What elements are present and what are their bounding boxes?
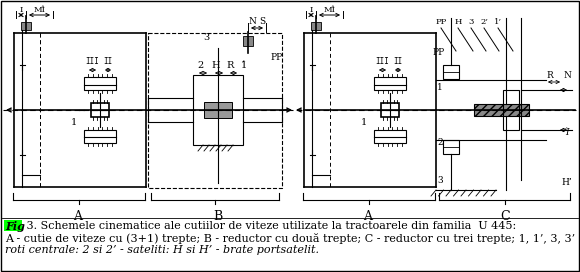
Text: 3: 3 bbox=[203, 33, 209, 42]
Bar bbox=[311, 22, 321, 30]
Text: A: A bbox=[74, 210, 82, 223]
Text: N: N bbox=[563, 71, 571, 80]
Text: roti centrale: 2 si 2’ - sateliti: H si H’ - brate portsatelit.: roti centrale: 2 si 2’ - sateliti: H si … bbox=[5, 245, 319, 255]
Text: A: A bbox=[364, 210, 372, 223]
Text: 2: 2 bbox=[197, 61, 203, 70]
Bar bbox=[381, 103, 399, 117]
Text: III: III bbox=[85, 57, 99, 66]
Bar bbox=[443, 65, 459, 79]
Text: II: II bbox=[103, 57, 113, 66]
Text: 1’: 1’ bbox=[494, 18, 502, 26]
Text: 3: 3 bbox=[468, 18, 474, 26]
Text: Fig: Fig bbox=[5, 221, 25, 231]
Bar bbox=[21, 22, 31, 30]
Text: H: H bbox=[454, 18, 462, 26]
Text: 1: 1 bbox=[437, 83, 443, 92]
Text: 1̂: 1̂ bbox=[241, 61, 247, 70]
Bar bbox=[473, 104, 528, 116]
Text: H’: H’ bbox=[561, 178, 572, 187]
Text: 1: 1 bbox=[361, 118, 367, 127]
Bar bbox=[243, 36, 253, 46]
Text: PP: PP bbox=[436, 18, 447, 26]
Text: II: II bbox=[393, 57, 403, 66]
Text: B: B bbox=[213, 210, 222, 223]
Text: R: R bbox=[546, 71, 553, 80]
Bar bbox=[503, 90, 519, 130]
Bar bbox=[374, 130, 406, 143]
Text: MÎ: MÎ bbox=[34, 6, 45, 14]
Bar bbox=[84, 77, 116, 90]
Text: III: III bbox=[375, 57, 389, 66]
Text: S: S bbox=[259, 17, 265, 26]
Text: 1: 1 bbox=[71, 118, 77, 127]
Text: Î: Î bbox=[566, 128, 569, 137]
Text: PP: PP bbox=[271, 53, 283, 62]
Bar bbox=[4, 220, 22, 231]
Bar bbox=[193, 75, 243, 145]
Bar bbox=[204, 102, 232, 118]
Text: A - cutie de viteze cu (3+1) trepte; B - reductor cu două trepte; C - reductor c: A - cutie de viteze cu (3+1) trepte; B -… bbox=[5, 233, 580, 243]
Text: H: H bbox=[212, 61, 220, 70]
Bar bbox=[148, 33, 282, 188]
Text: N: N bbox=[248, 17, 256, 26]
Text: MÎ: MÎ bbox=[324, 6, 335, 14]
Bar bbox=[374, 77, 406, 90]
Text: C: C bbox=[501, 210, 510, 223]
Text: R: R bbox=[226, 61, 234, 70]
Text: PP: PP bbox=[433, 48, 445, 57]
Text: 3: 3 bbox=[437, 176, 443, 185]
Text: I: I bbox=[19, 6, 23, 14]
Text: 2’: 2’ bbox=[480, 18, 488, 26]
Bar bbox=[443, 140, 459, 154]
Bar bbox=[91, 103, 109, 117]
Text: I: I bbox=[309, 6, 313, 14]
Text: 3. Schemele cinematice ale cutiilor de viteze utilizate la tractoarele din famil: 3. Schemele cinematice ale cutiilor de v… bbox=[23, 221, 516, 231]
Bar bbox=[84, 130, 116, 143]
Text: 2: 2 bbox=[437, 138, 443, 147]
